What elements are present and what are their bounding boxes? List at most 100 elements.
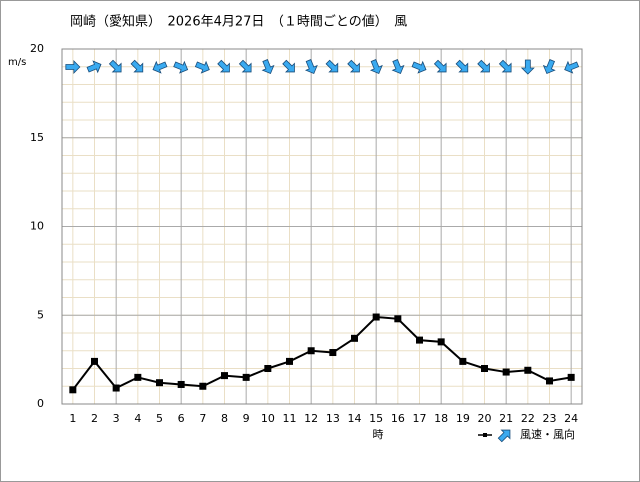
wind-arrow-shape	[391, 59, 405, 74]
data-point	[459, 357, 467, 365]
x-tick-label: 6	[178, 412, 185, 425]
x-tick-label: 15	[369, 412, 383, 425]
wind-arrow	[108, 59, 122, 73]
wind-arrow	[130, 59, 144, 73]
x-tick-label: 2	[91, 412, 98, 425]
wind-arrow-shape	[498, 59, 512, 73]
wind-arrow	[455, 59, 469, 73]
x-tick-label: 18	[434, 412, 448, 425]
wind-arrow	[282, 59, 295, 73]
x-tick-label: 13	[326, 412, 340, 425]
wind-arrow-shape	[564, 60, 580, 74]
data-point	[329, 349, 337, 357]
x-tick-label: 8	[221, 412, 228, 425]
legend-marker	[483, 433, 487, 437]
data-point	[134, 373, 142, 381]
y-tick-label: 5	[37, 308, 44, 321]
y-tick-label: 15	[30, 131, 44, 144]
wind-arrow-shape	[108, 59, 122, 73]
y-tick-label: 20	[30, 42, 44, 55]
wind-arrow	[194, 60, 210, 74]
data-point	[69, 386, 77, 394]
wind-arrow-shape	[282, 59, 295, 73]
chart-title: 岡崎（愛知県） 2026年4月27日 （１時間ごとの値） 風	[70, 14, 407, 30]
wind-arrow-shape	[65, 60, 81, 74]
wind-arrow-shape	[130, 59, 144, 73]
x-tick-label: 19	[456, 412, 470, 425]
x-tick-label: 23	[543, 412, 557, 425]
x-tick-label: 5	[156, 412, 163, 425]
wind-arrow-shape	[152, 60, 168, 74]
data-point	[177, 380, 185, 388]
wind-arrow	[304, 59, 318, 74]
wind-arrow	[152, 60, 168, 74]
plot-frame	[61, 48, 583, 405]
wind-arrow	[347, 59, 360, 73]
data-point	[264, 365, 272, 372]
wind-arrow-shape	[173, 60, 189, 74]
wind-arrow	[391, 59, 405, 74]
wind-arrow	[325, 59, 339, 73]
wind-arrow-shape	[86, 60, 102, 74]
wind-arrow	[86, 60, 102, 74]
x-tick-label: 24	[564, 412, 578, 425]
x-tick-label: 14	[348, 412, 362, 425]
wind-arrow	[217, 59, 230, 73]
wind-arrow	[497, 429, 511, 443]
x-tick-label: 17	[413, 412, 427, 425]
wind-arrow-shape	[520, 59, 535, 75]
data-point	[286, 357, 293, 365]
data-point	[437, 338, 445, 346]
x-tick-label: 10	[261, 412, 275, 425]
x-tick-label: 9	[243, 412, 250, 425]
data-point	[502, 368, 510, 376]
legend-label: 風速・風向	[520, 427, 575, 441]
data-point	[91, 357, 98, 365]
wind-arrow-shape	[261, 59, 275, 74]
wind-arrow	[369, 59, 383, 74]
y-tick-label: 0	[37, 397, 44, 410]
data-point	[199, 382, 207, 390]
wind-arrow	[238, 59, 252, 73]
wind-arrow	[520, 59, 535, 75]
wind-arrow	[498, 59, 512, 73]
wind-arrow-shape	[542, 59, 556, 74]
wind-arrow-shape	[477, 59, 490, 73]
data-point	[112, 384, 120, 392]
x-axis-label: 時	[373, 428, 384, 441]
data-point	[481, 365, 488, 372]
wind-arrow-shape	[411, 60, 427, 74]
data-point	[372, 313, 380, 321]
data-point	[351, 334, 358, 342]
wind-arrow	[564, 60, 580, 74]
y-tick-label: 10	[30, 220, 44, 233]
wind-arrow	[173, 60, 189, 74]
wind-arrow-shape	[455, 59, 469, 73]
wind-arrow-shape	[369, 59, 383, 74]
wind-arrow-shape	[325, 59, 339, 73]
x-tick-label: 22	[521, 412, 535, 425]
series-line	[72, 315, 572, 391]
wind-arrow	[542, 59, 556, 74]
data-point	[242, 373, 250, 381]
wind-arrow	[65, 60, 81, 74]
data-point	[221, 372, 228, 380]
y-axis-label: m/s	[8, 57, 26, 68]
data-point	[546, 377, 553, 385]
wind-arrow	[433, 59, 447, 73]
x-tick-label: 3	[113, 412, 120, 425]
wind-arrow-shape	[194, 60, 210, 74]
wind-arrow-shape	[347, 59, 360, 73]
x-tick-label: 11	[283, 412, 297, 425]
wind-arrow	[261, 59, 275, 74]
wind-arrow	[411, 60, 427, 74]
data-point	[394, 315, 402, 323]
wind-arrow-shape	[238, 59, 252, 73]
x-tick-label: 20	[478, 412, 492, 425]
wind-arrow	[477, 59, 490, 73]
x-tick-label: 16	[391, 412, 405, 425]
wind-arrow-shape	[217, 59, 230, 73]
data-point	[524, 366, 532, 374]
